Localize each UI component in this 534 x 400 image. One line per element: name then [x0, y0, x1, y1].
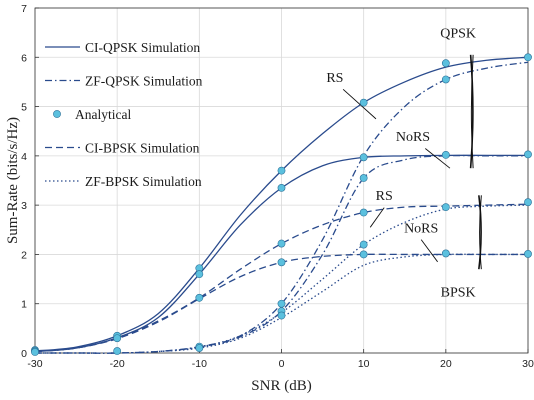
- analytical-point-14: [277, 258, 286, 267]
- analytical-point-27: [441, 203, 450, 212]
- analytical-point-25: [441, 75, 450, 84]
- analytical-point-31: [524, 198, 532, 207]
- legend-swatch-marker: [53, 110, 61, 118]
- analytical-point-15: [277, 299, 286, 308]
- analytical-point-19: [359, 153, 368, 162]
- annotation-pointer-1: [425, 148, 451, 169]
- analytical-point-32: [524, 250, 532, 258]
- analytical-point-29: [524, 53, 532, 62]
- analytical-point-28: [441, 249, 450, 258]
- y-tick-label: 3: [21, 200, 27, 212]
- analytical-markers: [31, 53, 532, 356]
- legend-label: CI-BPSK Simulation: [85, 141, 200, 156]
- annotation-label-1: RS: [326, 71, 343, 86]
- y-tick-label: 1: [21, 299, 27, 311]
- analytical-point-17: [277, 311, 286, 320]
- analytical-point-5: [113, 347, 122, 355]
- analytical-point-18: [359, 98, 368, 107]
- analytical-point-2: [31, 348, 39, 356]
- annotation-label-2: NoRS: [396, 130, 430, 145]
- x-tick-label: 10: [358, 358, 370, 370]
- bpsk-bracket: [478, 195, 482, 270]
- analytical-point-11: [277, 166, 286, 175]
- y-tick-label: 6: [21, 52, 27, 64]
- annotation-label-0: QPSK: [440, 27, 476, 42]
- analytical-point-13: [277, 239, 286, 248]
- y-tick-label: 2: [21, 249, 27, 261]
- analytical-point-26: [441, 150, 450, 159]
- legend-label: ZF-BPSK Simulation: [85, 174, 202, 189]
- y-tick-label: 4: [21, 151, 27, 163]
- y-axis-label: Sum-Rate (bits/s/Hz): [5, 117, 21, 244]
- axis-ticks: -30 -20 -10 0 10 20 30 0 1 2 3 4 5 6 7: [21, 3, 534, 370]
- annotation-label-4: NoRS: [404, 221, 438, 236]
- y-tick-label: 7: [21, 3, 27, 15]
- legend-label: Analytical: [75, 107, 131, 122]
- x-tick-label: -30: [27, 358, 42, 370]
- analytical-point-30: [524, 150, 532, 159]
- x-tick-label: 20: [440, 358, 452, 370]
- analytical-point-8: [195, 293, 204, 302]
- analytical-point-7: [195, 270, 204, 279]
- analytical-point-12: [277, 183, 286, 192]
- x-tick-label: 30: [522, 358, 534, 370]
- x-tick-label: 0: [279, 358, 285, 370]
- annotation-label-3: RS: [376, 189, 393, 204]
- annotations: QPSK RS NoRS RS NoRS BPSK: [326, 27, 482, 300]
- analytical-point-24: [441, 59, 450, 68]
- annotation-pointer-3: [420, 239, 438, 263]
- y-tick-label: 0: [21, 348, 27, 360]
- analytical-point-4: [113, 334, 122, 343]
- analytical-point-23: [359, 250, 368, 259]
- bpsk-bracket-inner: [479, 195, 482, 270]
- analytical-point-22: [359, 240, 368, 249]
- annotation-pointer-0: [342, 88, 377, 120]
- x-axis-label: SNR (dB): [251, 378, 311, 394]
- qpsk-bracket: [469, 54, 474, 169]
- annotation-pointer-2: [369, 207, 385, 228]
- legend: CI-QPSK Simulation ZF-QPSK Simulation Anal…: [45, 40, 203, 189]
- x-tick-label: -10: [192, 358, 207, 370]
- qpsk-bracket-inner: [470, 54, 474, 169]
- analytical-point-10: [195, 344, 204, 352]
- legend-label: CI-QPSK Simulation: [85, 40, 200, 55]
- analytical-point-21: [359, 208, 368, 217]
- legend-label: ZF-QPSK Simulation: [85, 74, 203, 89]
- annotation-label-5: BPSK: [441, 285, 476, 300]
- y-tick-label: 5: [21, 102, 27, 114]
- x-tick-label: -20: [110, 358, 125, 370]
- analytical-point-20: [359, 174, 368, 182]
